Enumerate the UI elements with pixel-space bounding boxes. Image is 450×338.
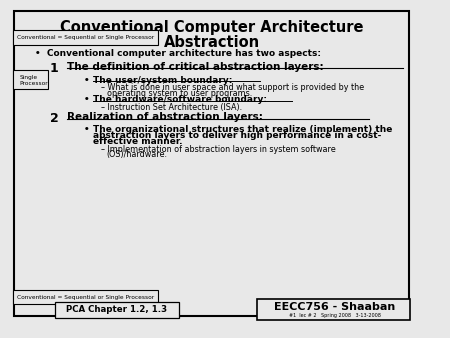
FancyBboxPatch shape <box>13 290 158 305</box>
Text: The hardware/software boundary:: The hardware/software boundary: <box>93 95 267 104</box>
FancyBboxPatch shape <box>13 70 48 89</box>
Text: 2: 2 <box>50 112 58 125</box>
Text: 1: 1 <box>50 62 58 75</box>
Text: Conventional = Sequential or Single Processor: Conventional = Sequential or Single Proc… <box>17 294 154 299</box>
Text: Conventional = Sequential or Single Processor: Conventional = Sequential or Single Proc… <box>17 35 154 40</box>
Text: •  Conventional computer architecture has two aspects:: • Conventional computer architecture has… <box>35 49 321 58</box>
Text: Processor: Processor <box>19 81 48 86</box>
Text: Realization of abstraction layers:: Realization of abstraction layers: <box>67 112 262 122</box>
Text: – What is done in user space and what support is provided by the: – What is done in user space and what su… <box>102 83 364 92</box>
Text: – Instruction Set Architecture (ISA).: – Instruction Set Architecture (ISA). <box>102 103 243 112</box>
Text: (OS)/hardware.: (OS)/hardware. <box>107 150 167 159</box>
Text: The user/system boundary:: The user/system boundary: <box>93 76 233 85</box>
Text: •: • <box>83 95 89 104</box>
Text: abstraction layers to deliver high performance in a cost-: abstraction layers to deliver high perfo… <box>93 131 382 140</box>
FancyBboxPatch shape <box>55 303 179 318</box>
Text: •: • <box>83 125 89 134</box>
Text: Conventional Computer Architecture: Conventional Computer Architecture <box>60 20 364 35</box>
Text: Abstraction: Abstraction <box>164 35 260 50</box>
Text: effective manner.: effective manner. <box>93 137 183 146</box>
Text: PCA Chapter 1.2, 1.3: PCA Chapter 1.2, 1.3 <box>67 305 167 314</box>
Text: operating system to user programs.: operating system to user programs. <box>107 89 252 98</box>
Text: – Implementation of abstraction layers in system software: – Implementation of abstraction layers i… <box>102 145 336 153</box>
Text: The definition of critical abstraction layers:: The definition of critical abstraction l… <box>67 62 323 72</box>
Text: Single: Single <box>19 75 38 80</box>
Text: EECC756 - Shaaban: EECC756 - Shaaban <box>274 303 396 312</box>
FancyBboxPatch shape <box>13 30 158 45</box>
FancyBboxPatch shape <box>257 299 410 320</box>
FancyBboxPatch shape <box>14 11 410 316</box>
Text: #1  lec # 2   Spring 2008   3-13-2008: #1 lec # 2 Spring 2008 3-13-2008 <box>289 313 381 318</box>
Text: •: • <box>83 76 89 85</box>
Text: The organizational structures that realize (implement) the: The organizational structures that reali… <box>93 125 392 134</box>
